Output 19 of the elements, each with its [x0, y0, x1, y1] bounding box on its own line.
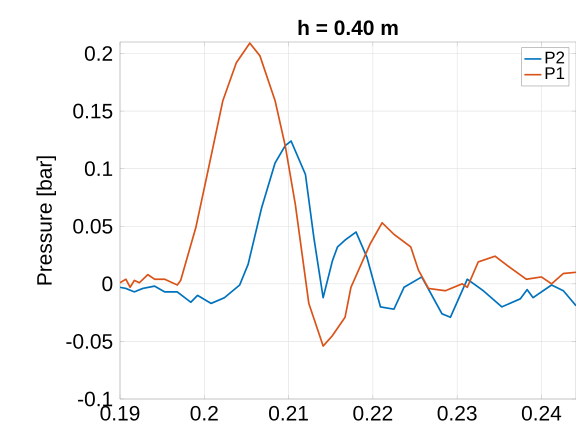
x-tick-label: 0.23 [438, 406, 477, 421]
y-tick-label: 0.05 [73, 218, 112, 234]
y-tick-label: 0 [102, 276, 112, 292]
x-tick-label: 0.24 [522, 406, 562, 421]
x-tick-label: 0.22 [353, 406, 392, 421]
line-series [120, 42, 576, 347]
y-tick-label: 0.2 [84, 46, 112, 61]
chart-title: h = 0.40 m [298, 20, 398, 36]
x-tick-label: 0.19 [100, 406, 140, 421]
x-tick-label: 0.21 [269, 406, 308, 421]
line-series [120, 140, 576, 318]
y-tick-label: -0.1 [78, 392, 112, 406]
legend-label: P1 [546, 67, 564, 79]
y-tick-label: 0.1 [84, 161, 112, 176]
legend-label: P2 [546, 52, 564, 64]
y-axis-title: Pressure [bar] [36, 156, 56, 284]
x-tick-label: 0.2 [190, 406, 218, 421]
y-tick-label: 0.15 [73, 104, 112, 118]
y-tick-label: -0.05 [66, 334, 112, 349]
